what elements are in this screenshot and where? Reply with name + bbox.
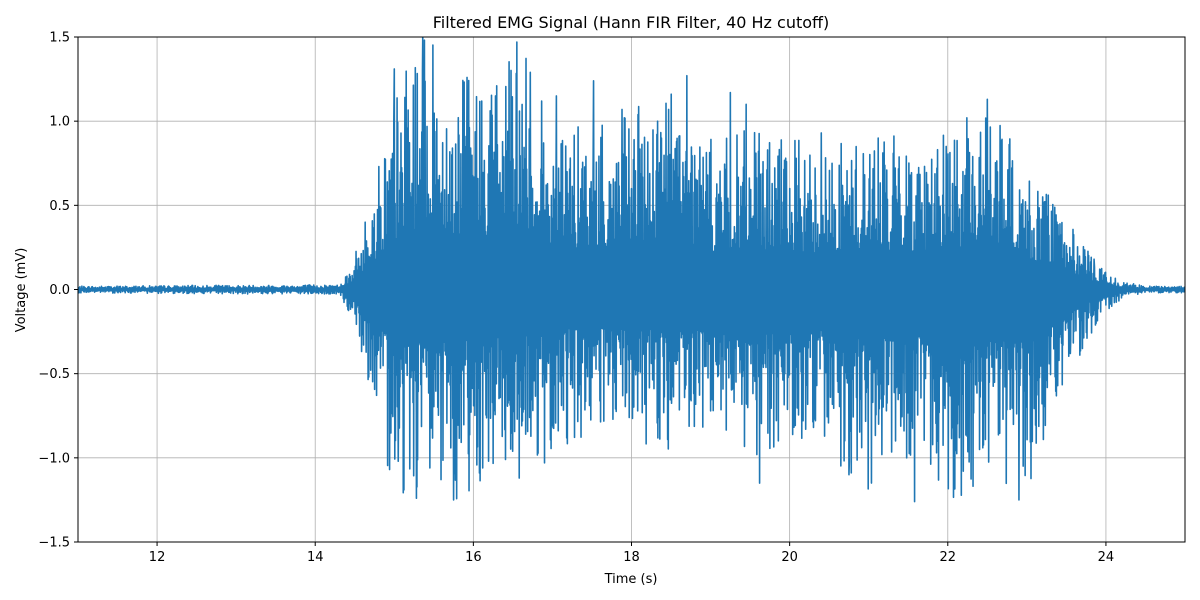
emg-signal-series bbox=[78, 37, 1185, 503]
y-tick-label: −1.5 bbox=[38, 536, 70, 551]
x-tick-label: 20 bbox=[781, 550, 798, 565]
x-tick-label: 12 bbox=[149, 550, 166, 565]
y-tick-label: −0.5 bbox=[38, 367, 70, 382]
y-tick-label: −1.0 bbox=[38, 451, 70, 466]
chart-title: Filtered EMG Signal (Hann FIR Filter, 40… bbox=[433, 13, 830, 32]
x-tick-label: 16 bbox=[465, 550, 482, 565]
y-tick-label: 1.0 bbox=[49, 115, 70, 130]
x-tick-label: 24 bbox=[1098, 550, 1115, 565]
x-axis-label: Time (s) bbox=[604, 572, 658, 587]
x-tick-label: 18 bbox=[623, 550, 640, 565]
y-tick-label: 0.0 bbox=[49, 283, 70, 298]
y-tick-label: 0.5 bbox=[49, 199, 70, 214]
y-axis: −1.5 −1.0 −0.5 0.0 0.5 1.0 1.5 bbox=[38, 31, 78, 551]
emg-signal-line bbox=[78, 37, 1185, 503]
x-tick-label: 14 bbox=[307, 550, 324, 565]
x-axis: 12 14 16 18 20 22 24 bbox=[149, 542, 1114, 565]
y-axis-label: Voltage (mV) bbox=[14, 248, 29, 333]
y-tick-label: 1.5 bbox=[49, 31, 70, 46]
x-tick-label: 22 bbox=[940, 550, 957, 565]
